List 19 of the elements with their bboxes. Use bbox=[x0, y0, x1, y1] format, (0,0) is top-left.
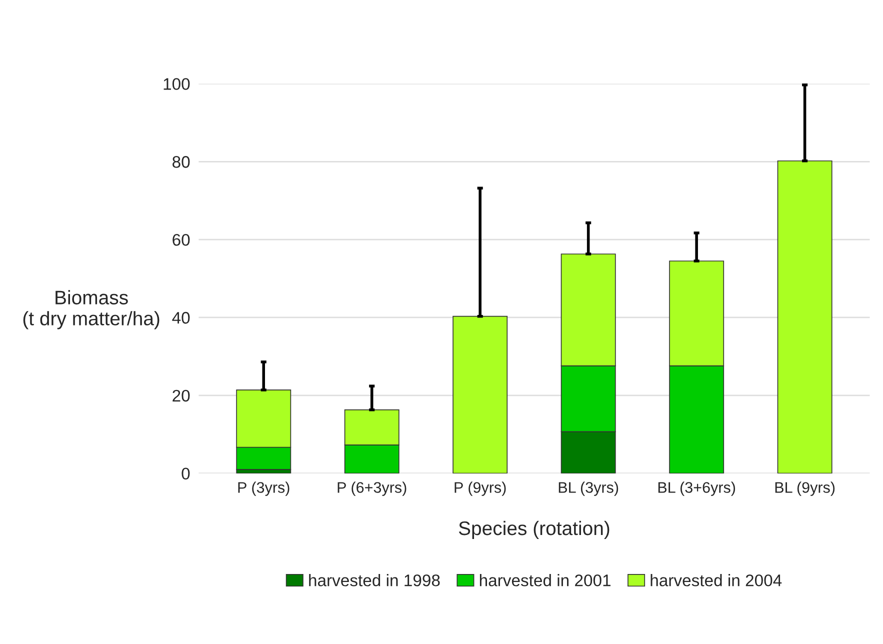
x-tick-label: P (9yrs) bbox=[454, 482, 506, 496]
y-tick-label: 80 bbox=[172, 156, 190, 168]
legend-label: harvested in 1998 bbox=[309, 574, 440, 586]
y-tick-label: 0 bbox=[182, 468, 190, 480]
x-tick-label: BL (3+6yrs) bbox=[658, 482, 736, 496]
y-tick-label: 20 bbox=[172, 390, 190, 402]
legend-label: harvested in 2004 bbox=[650, 574, 782, 586]
x-tick-label: BL (9yrs) bbox=[775, 482, 835, 496]
x-tick-label: BL (3yrs) bbox=[558, 482, 618, 496]
y-tick-label: 40 bbox=[172, 312, 190, 324]
bar bbox=[777, 160, 832, 474]
x-tick-label: P (6+3yrs) bbox=[338, 482, 406, 496]
y-tick-label: 100 bbox=[164, 78, 190, 90]
y-tick-label: 60 bbox=[172, 234, 190, 246]
bar bbox=[452, 316, 508, 474]
legend-label: harvested in 2001 bbox=[480, 574, 610, 586]
y-axis-title: Biomass (t dry matter/ha) bbox=[23, 290, 160, 330]
x-axis-title: Species (rotation) bbox=[458, 520, 610, 540]
x-tick-label: P (3yrs) bbox=[238, 482, 290, 496]
